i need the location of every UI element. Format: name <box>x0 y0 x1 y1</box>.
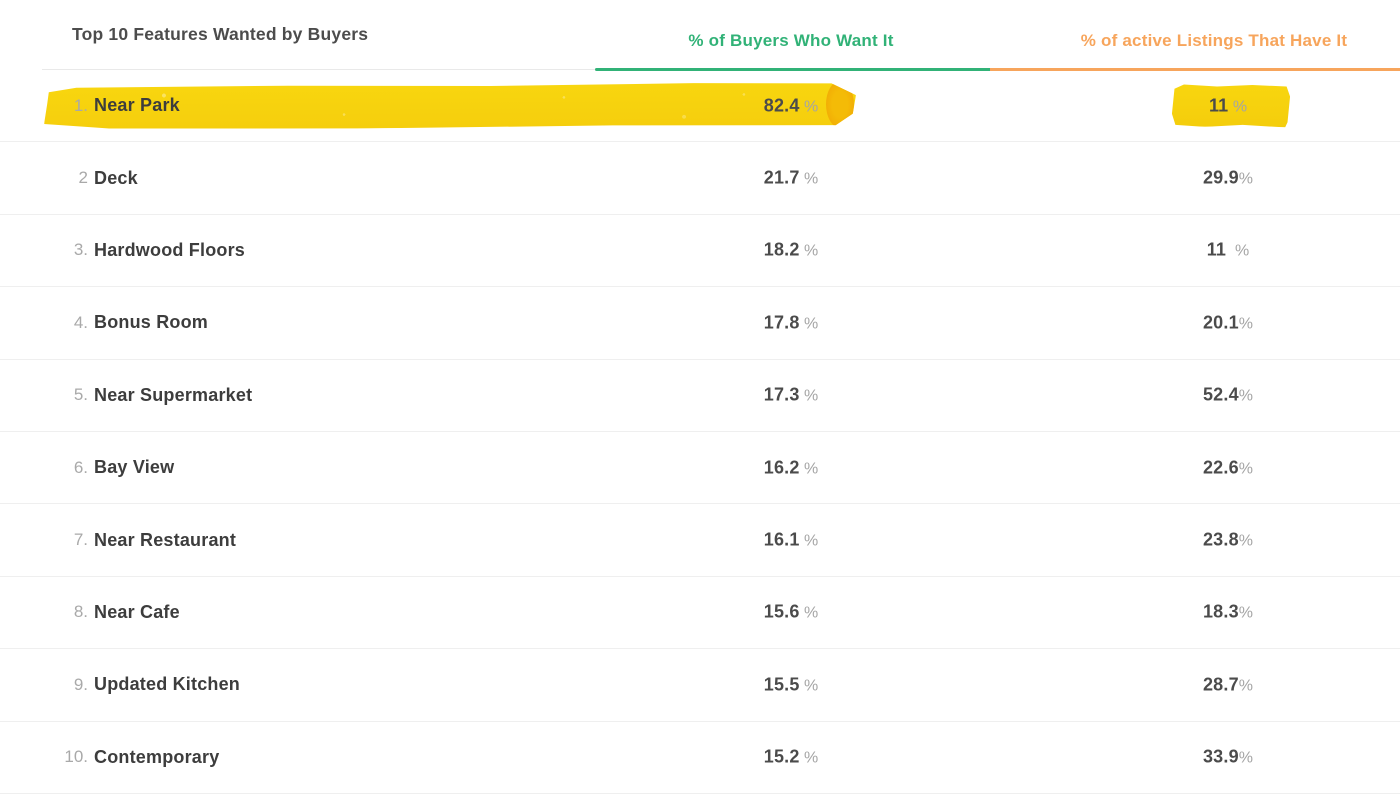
listings-percent-value: 20.1 <box>1202 312 1239 333</box>
table-row: 4. Bonus Room 17.8 % 20.1% <box>0 287 1400 360</box>
listings-percent-value: 11 <box>1206 239 1227 260</box>
row-feature-label: Updated Kitchen <box>94 674 241 695</box>
listings-percent-cell: 28.7% <box>1028 674 1400 695</box>
column-header-listings[interactable]: % of active Listings That Have It <box>1080 31 1348 50</box>
buyers-percent-sign: % <box>799 315 819 333</box>
buyers-percent-sign: % <box>799 532 819 550</box>
table-row: 8. Near Cafe 15.6 % 18.3% <box>0 577 1400 650</box>
row-rank: 4. <box>73 312 88 332</box>
row-rank: 10. <box>64 747 88 767</box>
listings-percent-cell: 18.3% <box>1028 602 1400 623</box>
row-rank: 5. <box>73 385 88 405</box>
buyers-percent-value: 17.8 <box>763 312 800 333</box>
row-rank: 3. <box>73 240 88 260</box>
table-row: 10. Contemporary 15.2 % 33.9% <box>0 722 1400 794</box>
listings-percent-cell: 11 % <box>1028 240 1400 261</box>
listings-percent-cell: 33.9% <box>1028 747 1400 768</box>
row-feature-label: Deck <box>94 167 138 188</box>
buyers-percent-sign: % <box>799 749 819 767</box>
header-rule-green <box>595 67 990 71</box>
listings-percent-sign: % <box>1238 532 1254 550</box>
row-feature-label: Near Supermarket <box>94 384 253 405</box>
buyers-percent-sign: % <box>799 170 819 188</box>
buyers-percent-sign: % <box>799 460 819 478</box>
buyers-percent-value: 18.2 <box>763 239 800 260</box>
buyers-percent-cell: 15.5 % <box>595 674 987 695</box>
header-rule <box>0 67 1400 71</box>
listings-percent-sign: % <box>1226 242 1250 260</box>
buyers-percent-value: 15.2 <box>763 746 800 767</box>
row-rank: 2 <box>78 168 88 188</box>
header-rule-gray <box>42 68 595 70</box>
table-row: 9. Updated Kitchen 15.5 % 28.7% <box>0 649 1400 722</box>
header-rule-orange <box>990 67 1400 71</box>
listings-percent-value: 11 <box>1208 95 1229 116</box>
listings-percent-sign: % <box>1238 749 1254 767</box>
column-header-buyers[interactable]: % of Buyers Who Want It <box>688 31 894 50</box>
buyers-percent-cell: 16.2 % <box>595 457 987 478</box>
row-feature-label: Near Restaurant <box>94 529 237 550</box>
row-rank: 6. <box>73 457 88 477</box>
listings-percent-value: 18.3 <box>1202 601 1239 622</box>
row-feature-label: Near Park <box>94 95 180 116</box>
listings-percent-value: 29.9 <box>1202 167 1239 188</box>
listings-percent-sign: % <box>1238 460 1254 478</box>
page-title: Top 10 Features Wanted by Buyers <box>72 24 369 44</box>
row-rank: 8. <box>73 602 88 622</box>
buyers-percent-cell: 16.1 % <box>595 530 987 551</box>
listings-percent-cell: 20.1% <box>1028 312 1400 333</box>
table-row: 7. Near Restaurant 16.1 % 23.8% <box>0 504 1400 577</box>
buyers-percent-value: 82.4 <box>763 95 800 116</box>
buyers-percent-cell: 15.6 % <box>595 602 987 623</box>
listings-percent-cell: 11 % <box>1028 95 1400 116</box>
table-row: 2 Deck 21.7 % 29.9% <box>0 142 1400 215</box>
listings-percent-cell: 23.8% <box>1028 530 1400 551</box>
listings-percent-sign: % <box>1238 677 1254 695</box>
row-rank: 7. <box>73 530 88 550</box>
row-feature-label: Bay View <box>94 457 175 478</box>
buyers-percent-sign: % <box>799 604 819 622</box>
table-body: 1. Near Park 82.4 % 11 % 2 Deck 21.7 % 2… <box>0 70 1400 794</box>
features-table: Top 10 Features Wanted by Buyers % of Bu… <box>0 0 1400 778</box>
table-row: 5. Near Supermarket 17.3 % 52.4% <box>0 360 1400 432</box>
row-feature-label: Near Cafe <box>94 601 180 622</box>
listings-percent-value: 22.6 <box>1202 457 1239 478</box>
row-feature-label: Contemporary <box>94 746 220 767</box>
table-row: 1. Near Park 82.4 % 11 % <box>0 70 1400 143</box>
table-row: 6. Bay View 16.2 % 22.6% <box>0 432 1400 505</box>
listings-percent-cell: 22.6% <box>1028 457 1400 478</box>
listings-percent-cell: 52.4% <box>1028 385 1400 406</box>
buyers-percent-sign: % <box>799 98 819 116</box>
listings-percent-cell: 29.9% <box>1028 168 1400 189</box>
buyers-percent-cell: 17.8 % <box>595 312 987 333</box>
buyers-percent-value: 17.3 <box>763 384 800 405</box>
buyers-percent-sign: % <box>799 242 819 260</box>
buyers-percent-sign: % <box>799 677 819 695</box>
listings-percent-sign: % <box>1238 315 1254 333</box>
listings-percent-value: 33.9 <box>1202 746 1239 767</box>
buyers-percent-value: 16.1 <box>763 529 800 550</box>
listings-percent-value: 23.8 <box>1202 529 1239 550</box>
row-feature-label: Bonus Room <box>94 312 208 333</box>
buyers-percent-value: 15.6 <box>763 601 800 622</box>
listings-percent-value: 52.4 <box>1202 384 1239 405</box>
table-row: 3. Hardwood Floors 18.2 % 11 % <box>0 215 1400 288</box>
row-feature-label: Hardwood Floors <box>94 239 245 260</box>
buyers-percent-value: 16.2 <box>763 457 800 478</box>
buyers-percent-value: 21.7 <box>763 167 800 188</box>
listings-percent-value: 28.7 <box>1202 674 1239 695</box>
buyers-percent-sign: % <box>799 387 819 405</box>
buyers-percent-cell: 17.3 % <box>595 385 987 406</box>
buyers-percent-cell: 82.4 % <box>595 95 987 116</box>
listings-percent-sign: % <box>1238 387 1254 405</box>
row-rank: 9. <box>73 674 88 694</box>
buyers-percent-cell: 21.7 % <box>595 168 987 189</box>
buyers-percent-cell: 18.2 % <box>595 240 987 261</box>
buyers-percent-value: 15.5 <box>763 674 800 695</box>
listings-percent-sign: % <box>1238 170 1254 188</box>
listings-percent-sign: % <box>1238 604 1254 622</box>
row-rank: 1. <box>73 95 88 115</box>
listings-percent-sign: % <box>1228 98 1248 116</box>
buyers-percent-cell: 15.2 % <box>595 747 987 768</box>
